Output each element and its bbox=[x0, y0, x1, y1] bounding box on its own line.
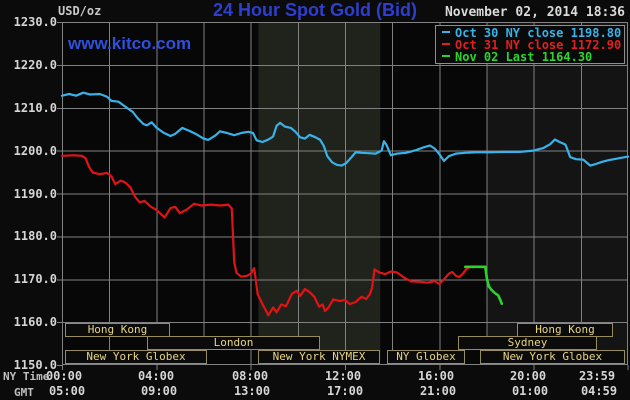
series-line bbox=[464, 265, 504, 305]
y-axis-label: 1180.0 bbox=[13, 229, 57, 244]
plot-border bbox=[62, 22, 628, 365]
datetime-label: November 02, 2014 18:36 bbox=[444, 5, 625, 20]
session-box: Hong Kong bbox=[517, 323, 613, 337]
y-axis-label: 1190.0 bbox=[13, 186, 57, 201]
legend-dash-icon bbox=[442, 43, 450, 45]
x-axis-label-bottom: 04:59 bbox=[580, 384, 618, 398]
legend-row: Nov 02 Last 1164.30 bbox=[440, 51, 624, 63]
legend-label: Oct 31 NY close 1172.90 bbox=[455, 38, 622, 52]
gmt-caption: GMT bbox=[14, 386, 34, 399]
session-box: NY Globex bbox=[387, 350, 465, 364]
x-axis-label-top: 20:00 bbox=[509, 369, 547, 383]
x-axis-label-top: 12:00 bbox=[324, 369, 362, 383]
legend-row: Oct 31 NY close 1172.90 bbox=[440, 39, 624, 51]
session-box: New York Globex bbox=[480, 350, 625, 364]
legend-row: Oct 30 NY close 1198.80 bbox=[440, 27, 624, 39]
x-axis-label-top: 16:00 bbox=[417, 369, 455, 383]
units-label: USD/oz bbox=[58, 4, 102, 18]
y-axis-label: 1150.0 bbox=[13, 358, 57, 372]
x-axis-label-bottom: 09:00 bbox=[140, 384, 178, 398]
y-axis-label: 1230.0 bbox=[13, 15, 57, 29]
x-axis-label-bottom: 13:00 bbox=[233, 384, 271, 398]
x-axis-label-bottom: 01:00 bbox=[511, 384, 549, 398]
page-title: 24 Hour Spot Gold (Bid) bbox=[213, 0, 417, 20]
x-axis-label-top: 08:00 bbox=[231, 369, 269, 383]
x-axis-label-top: 04:00 bbox=[137, 369, 175, 383]
y-axis-label: 1160.0 bbox=[13, 315, 57, 330]
session-box: New York NYMEX bbox=[258, 350, 380, 364]
x-axis-label-top: 23:59 bbox=[578, 369, 616, 383]
series-line bbox=[60, 91, 630, 167]
chart-canvas bbox=[57, 22, 630, 370]
session-box: London bbox=[147, 336, 320, 350]
kitco-watermark: www.kitco.com bbox=[68, 34, 192, 53]
x-axis-label-bottom: 05:00 bbox=[48, 384, 86, 398]
x-axis-label-top: 00:00 bbox=[45, 369, 83, 383]
y-axis-label: 1170.0 bbox=[13, 272, 57, 287]
session-box: Sydney bbox=[458, 336, 597, 350]
legend-dash-icon bbox=[442, 55, 450, 57]
session-box: Hong Kong bbox=[65, 323, 170, 337]
ny-time-caption: NY Time bbox=[3, 370, 50, 383]
y-axis-label: 1210.0 bbox=[13, 100, 57, 115]
legend: Oct 30 NY close 1198.80 Oct 31 NY close … bbox=[435, 25, 625, 64]
legend-label: Nov 02 Last 1164.30 bbox=[455, 50, 593, 64]
x-axis-label-bottom: 17:00 bbox=[326, 384, 364, 398]
y-axis-label: 1200.0 bbox=[13, 143, 57, 158]
y-axis-label: 1220.0 bbox=[13, 57, 57, 72]
legend-label: Oct 30 NY close 1198.80 bbox=[455, 26, 622, 40]
series-line bbox=[60, 154, 472, 317]
plot-area: www.kitco.com Oct 30 NY close 1198.80 Oc… bbox=[57, 22, 630, 370]
legend-dash-icon bbox=[442, 31, 450, 33]
x-axis-label-bottom: 21:00 bbox=[419, 384, 457, 398]
session-box: New York Globex bbox=[65, 350, 207, 364]
